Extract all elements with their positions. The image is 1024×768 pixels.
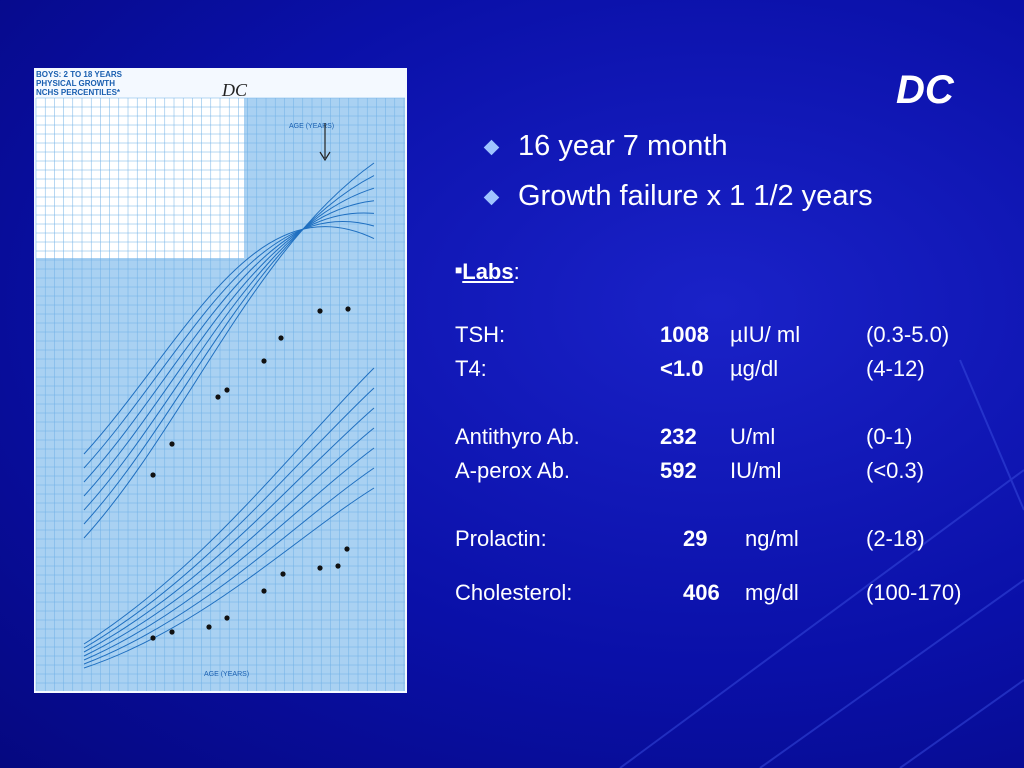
lab-unit: U/ml bbox=[730, 424, 776, 449]
plotted-point bbox=[206, 624, 212, 630]
weight-curve bbox=[83, 447, 375, 661]
lab-value: 592 bbox=[660, 458, 697, 483]
bullet-text: 16 year 7 month bbox=[518, 130, 728, 162]
weight-curve bbox=[83, 367, 375, 645]
lab-unit: µg/dl bbox=[730, 356, 779, 381]
plotted-point bbox=[278, 335, 284, 341]
plotted-point bbox=[261, 588, 267, 594]
plotted-point bbox=[169, 441, 175, 447]
lab-range: (<0.3) bbox=[866, 458, 925, 483]
plotted-point bbox=[224, 387, 230, 393]
stature-curve bbox=[83, 212, 375, 483]
weight-curve bbox=[83, 407, 375, 653]
age-label: AGE (YEARS) bbox=[204, 671, 249, 678]
lab-unit: µIU/ ml bbox=[730, 322, 801, 347]
stature-curve bbox=[83, 200, 375, 497]
lab-name: Prolactin: bbox=[455, 526, 547, 551]
lab-value: 406 bbox=[683, 580, 720, 605]
lab-range: (100-170) bbox=[866, 580, 962, 605]
plotted-point bbox=[317, 565, 323, 571]
weight-curve bbox=[83, 467, 375, 665]
lab-value: <1.0 bbox=[660, 356, 704, 381]
lab-name: Antithyro Ab. bbox=[455, 424, 580, 449]
age-label: AGE (YEARS) bbox=[289, 123, 334, 130]
lab-unit: mg/dl bbox=[745, 580, 799, 605]
labs-heading: ■Labs: bbox=[455, 259, 520, 284]
plotted-point bbox=[335, 563, 341, 569]
plotted-point bbox=[344, 546, 350, 552]
chart-header: NCHS PERCENTILES* bbox=[36, 88, 121, 97]
plotted-point bbox=[345, 306, 351, 312]
slide-title: DC bbox=[896, 68, 954, 112]
lab-value: 1008 bbox=[660, 322, 709, 347]
lab-value: 232 bbox=[660, 424, 697, 449]
handwritten-label: DC bbox=[221, 80, 248, 100]
labs-title: Labs bbox=[462, 259, 514, 284]
chart-header: PHYSICAL GROWTH bbox=[36, 79, 115, 88]
plotted-point bbox=[280, 571, 286, 577]
lab-name: TSH: bbox=[455, 322, 506, 347]
lab-name: Cholesterol: bbox=[455, 580, 573, 605]
chart-header: BOYS: 2 TO 18 YEARS bbox=[36, 70, 123, 79]
weight-curve bbox=[83, 427, 375, 657]
stature-curve bbox=[83, 187, 375, 511]
lab-value: 29 bbox=[683, 526, 708, 551]
plotted-point bbox=[169, 629, 175, 635]
lab-name: T4: bbox=[455, 356, 487, 381]
lab-range: (4-12) bbox=[866, 356, 925, 381]
plotted-point bbox=[150, 635, 156, 641]
plotted-point bbox=[261, 358, 267, 364]
labs-colon: : bbox=[513, 259, 520, 284]
stature-curve bbox=[83, 175, 375, 525]
lab-name: A-perox Ab. bbox=[455, 458, 570, 483]
bullet-text: Growth failure x 1 1/2 years bbox=[518, 180, 873, 212]
lab-range: (0-1) bbox=[866, 424, 913, 449]
plotted-point bbox=[317, 308, 323, 314]
growth-chart: BOYS: 2 TO 18 YEARS PHYSICAL GROWTH NCHS… bbox=[34, 68, 407, 693]
lab-unit: IU/ml bbox=[730, 458, 782, 483]
stature-curve bbox=[83, 162, 375, 539]
lab-unit: ng/ml bbox=[745, 526, 799, 551]
stature-curve bbox=[83, 220, 375, 469]
plotted-point bbox=[224, 615, 230, 621]
weight-curve bbox=[83, 387, 375, 649]
weight-curve bbox=[83, 487, 375, 669]
lab-range: (0.3-5.0) bbox=[866, 322, 950, 347]
plotted-point bbox=[150, 472, 156, 478]
stature-curve bbox=[83, 226, 375, 455]
plotted-point bbox=[215, 394, 221, 400]
lab-range: (2-18) bbox=[866, 526, 925, 551]
